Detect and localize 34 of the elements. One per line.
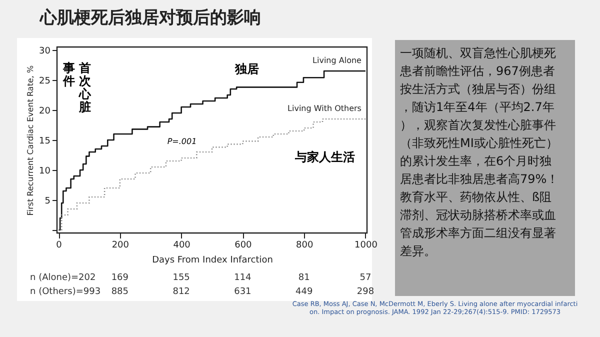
text: n (Others)=993 (30, 287, 101, 297)
text: 57 (360, 273, 372, 283)
y-tick-label: 30 (39, 46, 51, 56)
y-tick-label: 25 (39, 76, 50, 86)
series-label: Living Alone (312, 56, 362, 65)
x-tick-label: 200 (112, 240, 130, 250)
y-tick-label: 10 (39, 166, 51, 176)
annotation: 与家人生活 (294, 150, 355, 164)
text: 114 (234, 273, 252, 283)
text: 812 (172, 287, 190, 297)
annotation: P=.001 (167, 137, 197, 146)
x-tick-label: 1000 (354, 240, 378, 250)
y-tick-label: 15 (39, 136, 50, 146)
y-tick-label: 20 (39, 106, 51, 116)
y-tick-label: 5 (44, 196, 50, 206)
text: 885 (111, 287, 129, 297)
text: 298 (356, 287, 374, 297)
text: 81 (298, 273, 310, 283)
text: 一项随机、双盲急性心肌梗死患者前瞻性评估，967例患者按生活方式（独居与否）份组，随访1年至4年（平均2.7年），观察首次复发性心脏事件（非致死性MI或心脏性死亡）的累计发生率，在6个月时独居患者比非独居患者高79%！教育水平、药物依从性、ß阻滞剂、冠状动脉搭桥术率或血管成形术率方面二组没有显著差异。 (400, 46, 559, 258)
x-tick-label: 800 (296, 240, 314, 250)
x-tick-label: 0 (56, 240, 62, 250)
x-tick-label: 400 (173, 240, 191, 250)
text: n (Alone)=202 (30, 273, 96, 283)
text: 169 (111, 273, 129, 283)
text: 155 (172, 273, 190, 283)
x-axis-title: Days From Index Infarction (152, 256, 273, 266)
annotation: 独居 (234, 62, 259, 76)
text: 631 (234, 287, 252, 297)
text: 首次心脏事件 (63, 61, 91, 114)
series-label: Living With Others (288, 104, 362, 113)
x-tick-label: 600 (234, 240, 252, 250)
chart-title: 心肌梗死后独居对预后的影响 (39, 8, 261, 28)
y-axis-title: First Recurrent Cardiac Event Rate, % (26, 65, 36, 216)
text: 449 (295, 287, 313, 297)
